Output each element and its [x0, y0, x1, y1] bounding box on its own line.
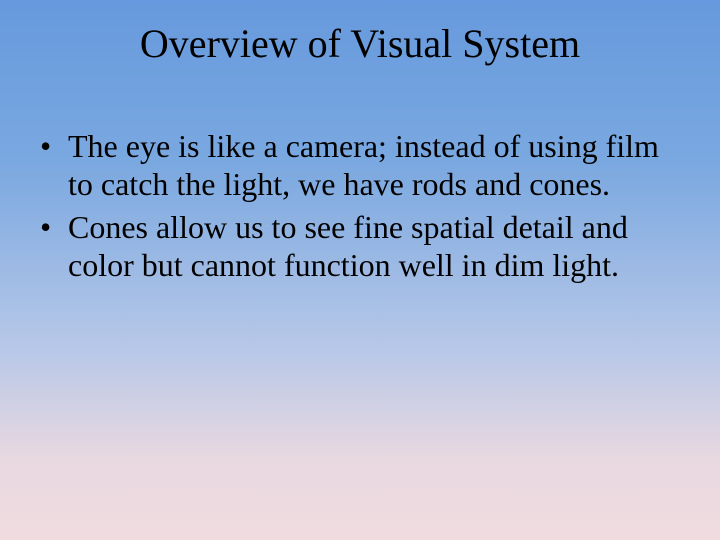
bullet-list: The eye is like a camera; instead of usi…	[30, 127, 690, 285]
slide: Overview of Visual System The eye is lik…	[0, 0, 720, 540]
bullet-item: Cones allow us to see fine spatial detai…	[40, 208, 690, 285]
bullet-item: The eye is like a camera; instead of usi…	[40, 127, 690, 204]
slide-title: Overview of Visual System	[70, 20, 650, 67]
